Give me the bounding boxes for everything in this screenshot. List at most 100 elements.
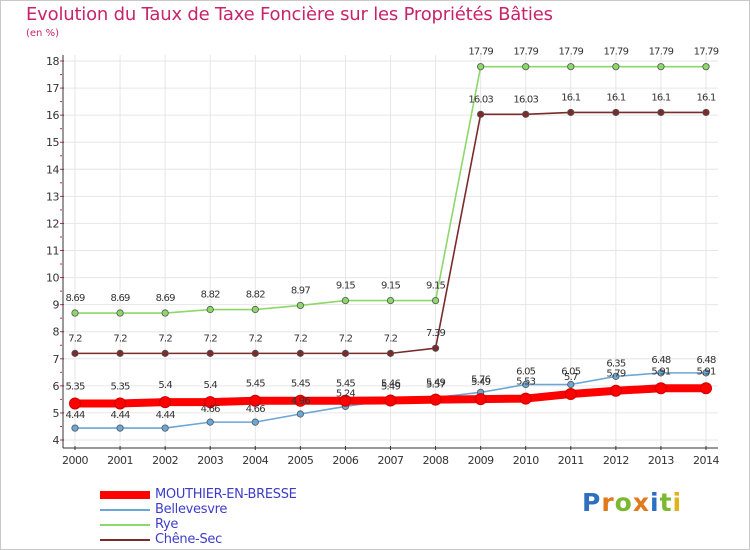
x-tick-label: 2001: [107, 454, 133, 467]
y-tick-label: 15: [46, 136, 59, 149]
data-point: [700, 382, 712, 395]
data-point: [296, 301, 304, 310]
data-point: [71, 424, 79, 432]
data-point: [341, 296, 350, 305]
data-label: 7.39: [426, 328, 446, 339]
x-tick-label: 2010: [513, 454, 539, 467]
data-point: [612, 372, 620, 380]
data-label: 5.76: [471, 374, 491, 385]
data-label: 8.69: [111, 293, 131, 304]
x-tick-label: 2006: [332, 454, 358, 467]
data-label: 17.79: [604, 47, 629, 58]
x-tick-label: 2002: [152, 454, 178, 467]
data-point: [564, 387, 577, 400]
data-label: 7.2: [339, 333, 353, 344]
data-label: 9.15: [336, 281, 356, 292]
data-label: 9.15: [381, 281, 401, 292]
data-point: [702, 63, 710, 71]
data-label: 6.48: [651, 355, 671, 366]
data-label: 5.53: [516, 377, 536, 388]
y-tick-label: 11: [46, 245, 59, 258]
data-point: [71, 309, 79, 317]
x-tick-label: 2012: [603, 454, 629, 467]
chart-legend: MOUTHIER-EN-BRESSE Bellevesvre Rye Chêne-Se…: [100, 487, 297, 547]
data-label: 7.2: [249, 333, 263, 344]
data-label: 5.45: [246, 379, 266, 390]
y-tick-label: 13: [46, 190, 59, 203]
data-label: 7.2: [203, 333, 217, 344]
data-label: 16.03: [468, 94, 493, 105]
data-label: 5.24: [336, 388, 356, 399]
data-point: [161, 424, 169, 432]
y-axis-unit-label: (en %): [26, 28, 59, 39]
legend-label: Bellevesvre: [155, 502, 228, 517]
data-point: [384, 394, 397, 407]
data-label: 16.1: [696, 92, 716, 103]
series-layer: [69, 63, 712, 432]
data-point: [296, 349, 304, 357]
data-point: [657, 369, 665, 377]
legend-label: MOUTHIER-EN-BRESSE: [155, 487, 297, 502]
data-point: [657, 63, 665, 71]
legend-swatch: [100, 523, 150, 526]
y-tick-label: 16: [46, 109, 59, 122]
data-label: 4.96: [291, 396, 311, 407]
data-point: [204, 396, 217, 409]
logo-letter: r: [601, 488, 615, 517]
data-point: [206, 418, 214, 426]
data-label: 8.69: [65, 293, 85, 304]
x-tick-label: 2007: [378, 454, 404, 467]
x-tick-label: 2005: [287, 454, 313, 467]
data-label: 4.44: [65, 410, 85, 421]
data-point: [519, 392, 532, 405]
legend-swatch: [100, 538, 150, 541]
data-point: [386, 349, 395, 357]
data-point: [522, 63, 530, 71]
logo-letter: i: [650, 488, 660, 517]
legend-item: Chêne-Sec: [100, 532, 297, 547]
data-label: 8.69: [156, 293, 176, 304]
data-point: [296, 410, 304, 418]
data-point: [386, 296, 395, 305]
data-label: 6.05: [561, 367, 581, 378]
data-label: 5.45: [336, 379, 356, 390]
data-point: [161, 309, 169, 317]
data-label: 16.03: [513, 94, 538, 105]
data-point: [114, 397, 127, 410]
data-label: 4.44: [111, 410, 131, 421]
data-point: [567, 63, 575, 71]
y-tick-label: 7: [53, 353, 60, 366]
data-label-layer: 5.35 5.35 5.4 5.4 5.45 5.45 5.45 5.46 5.49 5.49 5.…: [65, 47, 719, 421]
chart-title: Evolution du Taux de Taxe Foncière sur l…: [26, 4, 553, 25]
logo-letter: x: [632, 488, 650, 517]
data-label: 5.49: [381, 382, 401, 393]
data-point: [71, 349, 79, 357]
logo-letter: o: [614, 488, 633, 517]
data-label: 17.79: [513, 47, 538, 58]
data-point: [206, 349, 214, 357]
y-tick-label: 10: [46, 272, 59, 285]
data-point: [522, 110, 530, 118]
data-point: [116, 349, 124, 357]
data-label: 5.7: [564, 372, 578, 383]
data-point: [657, 108, 665, 117]
data-label: 5.46: [381, 378, 401, 389]
data-label: 17.79: [649, 47, 674, 58]
data-point: [702, 369, 710, 377]
legend-swatch: [100, 490, 150, 499]
legend-swatch: [100, 508, 150, 511]
logo-letter: t: [659, 488, 673, 517]
data-label: 5.35: [111, 381, 131, 392]
data-point: [69, 397, 81, 410]
data-label: 5.57: [426, 379, 446, 390]
data-label: 5.35: [65, 381, 85, 392]
y-tick-label: 8: [53, 326, 60, 339]
legend-item: MOUTHIER-EN-BRESSE: [100, 487, 297, 502]
data-label: 16.1: [651, 92, 671, 103]
legend-item: Rye: [100, 517, 297, 532]
x-tick-label: 2014: [693, 454, 719, 467]
logo-letter: i: [672, 488, 683, 517]
data-point: [159, 396, 172, 409]
data-point: [612, 63, 620, 71]
data-point: [116, 309, 124, 317]
